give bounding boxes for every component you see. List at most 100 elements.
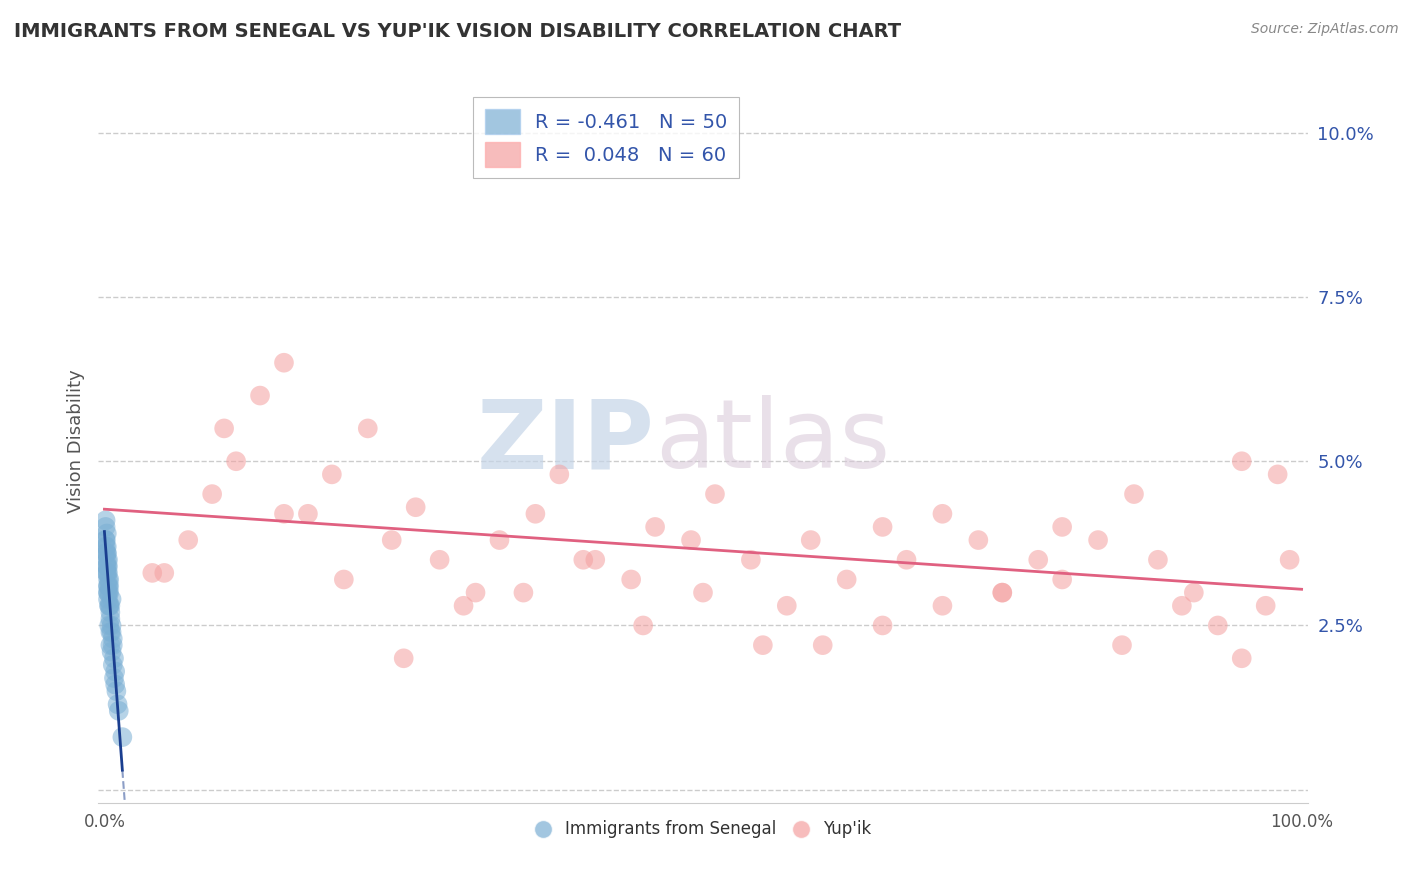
Point bbox=[97, 585, 120, 599]
Point bbox=[104, 665, 127, 679]
Point bbox=[931, 599, 953, 613]
Point bbox=[620, 573, 643, 587]
Point bbox=[297, 507, 319, 521]
Point bbox=[98, 585, 121, 599]
Point bbox=[1087, 533, 1109, 547]
Point bbox=[94, 533, 117, 547]
Point bbox=[98, 573, 121, 587]
Text: atlas: atlas bbox=[655, 395, 890, 488]
Point bbox=[872, 520, 894, 534]
Legend: Immigrants from Senegal, Yup'ik: Immigrants from Senegal, Yup'ik bbox=[529, 814, 877, 845]
Point bbox=[100, 638, 122, 652]
Point bbox=[800, 533, 823, 547]
Point bbox=[1171, 599, 1194, 613]
Point bbox=[141, 566, 163, 580]
Point bbox=[96, 540, 118, 554]
Point bbox=[100, 599, 122, 613]
Point bbox=[101, 638, 124, 652]
Point bbox=[967, 533, 990, 547]
Point bbox=[96, 566, 118, 580]
Point bbox=[572, 553, 595, 567]
Point bbox=[583, 553, 606, 567]
Point bbox=[177, 533, 200, 547]
Point bbox=[321, 467, 343, 482]
Point bbox=[97, 592, 120, 607]
Point bbox=[100, 605, 122, 619]
Point bbox=[100, 618, 122, 632]
Point bbox=[94, 513, 117, 527]
Point bbox=[96, 559, 118, 574]
Point bbox=[1182, 585, 1205, 599]
Point bbox=[333, 573, 356, 587]
Point bbox=[105, 684, 128, 698]
Point bbox=[96, 526, 118, 541]
Point bbox=[776, 599, 799, 613]
Point bbox=[201, 487, 224, 501]
Point bbox=[94, 546, 117, 560]
Point bbox=[1206, 618, 1229, 632]
Point bbox=[100, 645, 122, 659]
Point bbox=[1123, 487, 1146, 501]
Point bbox=[752, 638, 775, 652]
Point bbox=[97, 585, 120, 599]
Point bbox=[101, 632, 124, 646]
Point bbox=[96, 566, 118, 580]
Point bbox=[1050, 573, 1073, 587]
Point bbox=[679, 533, 702, 547]
Point bbox=[991, 585, 1014, 599]
Point bbox=[931, 507, 953, 521]
Text: IMMIGRANTS FROM SENEGAL VS YUP'IK VISION DISABILITY CORRELATION CHART: IMMIGRANTS FROM SENEGAL VS YUP'IK VISION… bbox=[14, 22, 901, 41]
Point bbox=[212, 421, 235, 435]
Point bbox=[100, 592, 122, 607]
Point bbox=[1230, 651, 1253, 665]
Point bbox=[631, 618, 654, 632]
Point bbox=[1278, 553, 1301, 567]
Point bbox=[273, 507, 295, 521]
Point bbox=[94, 533, 117, 547]
Point bbox=[100, 625, 122, 640]
Point bbox=[103, 651, 125, 665]
Point bbox=[405, 500, 427, 515]
Point bbox=[111, 730, 134, 744]
Point bbox=[96, 553, 118, 567]
Point bbox=[96, 546, 118, 560]
Point bbox=[512, 585, 534, 599]
Point bbox=[548, 467, 571, 482]
Point bbox=[97, 573, 120, 587]
Point bbox=[103, 671, 125, 685]
Point bbox=[464, 585, 486, 599]
Point bbox=[273, 356, 295, 370]
Point bbox=[97, 553, 120, 567]
Point bbox=[107, 704, 129, 718]
Point bbox=[740, 553, 762, 567]
Point bbox=[98, 599, 121, 613]
Point bbox=[488, 533, 510, 547]
Point bbox=[524, 507, 547, 521]
Point bbox=[97, 579, 120, 593]
Point bbox=[101, 657, 124, 672]
Point bbox=[100, 625, 122, 640]
Point bbox=[692, 585, 714, 599]
Point bbox=[1026, 553, 1049, 567]
Point bbox=[453, 599, 475, 613]
Point bbox=[98, 579, 121, 593]
Point bbox=[357, 421, 380, 435]
Point bbox=[896, 553, 918, 567]
Point bbox=[94, 520, 117, 534]
Point bbox=[98, 599, 121, 613]
Point bbox=[429, 553, 451, 567]
Point bbox=[1254, 599, 1277, 613]
Point bbox=[100, 612, 122, 626]
Point bbox=[704, 487, 727, 501]
Point bbox=[872, 618, 894, 632]
Point bbox=[98, 618, 121, 632]
Point bbox=[94, 540, 117, 554]
Point bbox=[381, 533, 404, 547]
Point bbox=[991, 585, 1014, 599]
Y-axis label: Vision Disability: Vision Disability bbox=[66, 369, 84, 514]
Point bbox=[97, 579, 120, 593]
Point bbox=[1050, 520, 1073, 534]
Point bbox=[249, 388, 271, 402]
Point bbox=[225, 454, 247, 468]
Text: ZIP: ZIP bbox=[477, 395, 655, 488]
